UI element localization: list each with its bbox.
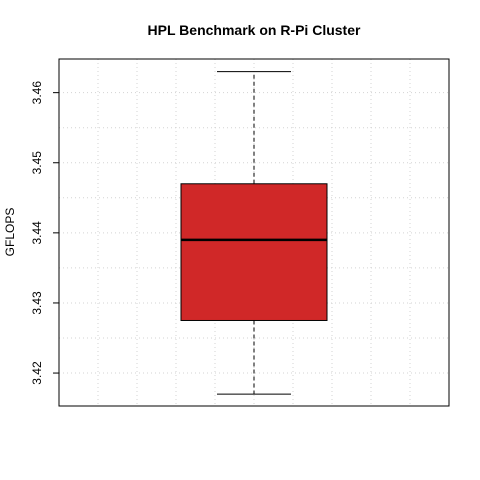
iqr-box [180, 183, 328, 321]
y-axis: 3.42 3.43 3.44 3.45 3.46 [30, 81, 60, 385]
y-tick-label: 3.44 [30, 221, 44, 245]
y-tick-label: 3.46 [30, 81, 44, 105]
y-tick-label: 3.43 [30, 291, 44, 315]
grid [59, 59, 449, 406]
chart-title: HPL Benchmark on R-Pi Cluster [148, 22, 361, 38]
y-axis-label: GFLOPS [3, 208, 17, 257]
y-tick-label: 3.45 [30, 151, 44, 175]
y-tick-label: 3.42 [30, 361, 44, 385]
box-plot [180, 71, 328, 395]
